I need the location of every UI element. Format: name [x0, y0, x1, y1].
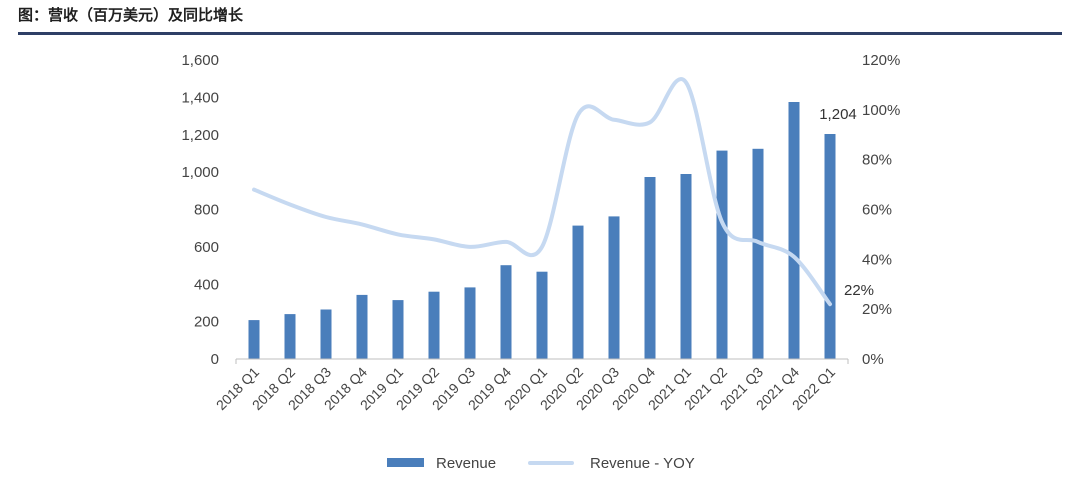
bar-2021-q4	[788, 102, 800, 359]
line-series-yoy	[252, 77, 832, 307]
y-right-tick-label: 20%	[862, 301, 892, 318]
y-right-axis: 0% 20% 40% 60% 80% 100% 120%	[862, 52, 900, 368]
title-rule	[18, 32, 1062, 35]
data-labels: 1,204 22%	[819, 106, 874, 299]
bar-2020-q4	[644, 177, 656, 359]
y-left-tick-label: 1,200	[181, 127, 219, 144]
y-right-tick-label: 0%	[862, 351, 884, 368]
legend-label-yoy: Revenue - YOY	[590, 455, 695, 472]
bar-2018-q2	[284, 314, 296, 359]
y-left-tick-label: 1,000	[181, 164, 219, 181]
bar-2020-q3	[608, 216, 620, 359]
y-left-tick-label: 800	[194, 202, 219, 219]
axes	[235, 358, 849, 364]
bar-2020-q2	[572, 225, 584, 359]
bar-2018-q4	[356, 294, 368, 359]
y-left-tick-label: 0	[211, 351, 219, 368]
legend: Revenue Revenue - YOY	[387, 455, 695, 472]
bar-2021-q1	[680, 174, 692, 359]
yoy-line	[252, 77, 832, 307]
y-left-tick-label: 600	[194, 239, 219, 256]
bar-2019-q2	[428, 291, 440, 359]
figure-title: 图：营收（百万美元）及同比增长	[18, 6, 244, 24]
y-right-tick-label: 100%	[862, 102, 900, 119]
bar-2019-q3	[464, 287, 476, 359]
data-label-yoy: 22%	[844, 282, 874, 299]
data-label-revenue: 1,204	[819, 106, 857, 123]
legend-label-revenue: Revenue	[436, 455, 496, 472]
bar-2020-q1	[536, 271, 548, 359]
y-left-tick-label: 400	[194, 276, 219, 293]
y-right-tick-label: 80%	[862, 152, 892, 169]
y-left-tick-label: 1,600	[181, 52, 219, 69]
y-left-tick-label: 1,400	[181, 89, 219, 106]
bar-series-revenue	[248, 102, 836, 359]
bar-2019-q4	[500, 265, 512, 359]
bar-2021-q2	[716, 150, 728, 359]
bar-2021-q3	[752, 148, 764, 359]
y-right-tick-label: 60%	[862, 202, 892, 219]
y-right-tick-label: 120%	[862, 52, 900, 69]
bar-2022-q1	[824, 134, 836, 359]
y-left-tick-label: 200	[194, 314, 219, 331]
bar-2018-q1	[248, 320, 260, 359]
y-left-axis: 0 200 400 600 800 1,000 1,200 1,400 1,600	[181, 52, 219, 368]
y-right-tick-label: 40%	[862, 251, 892, 268]
bar-2018-q3	[320, 309, 332, 359]
legend-swatch-revenue	[387, 458, 424, 467]
bar-2019-q1	[392, 300, 404, 359]
